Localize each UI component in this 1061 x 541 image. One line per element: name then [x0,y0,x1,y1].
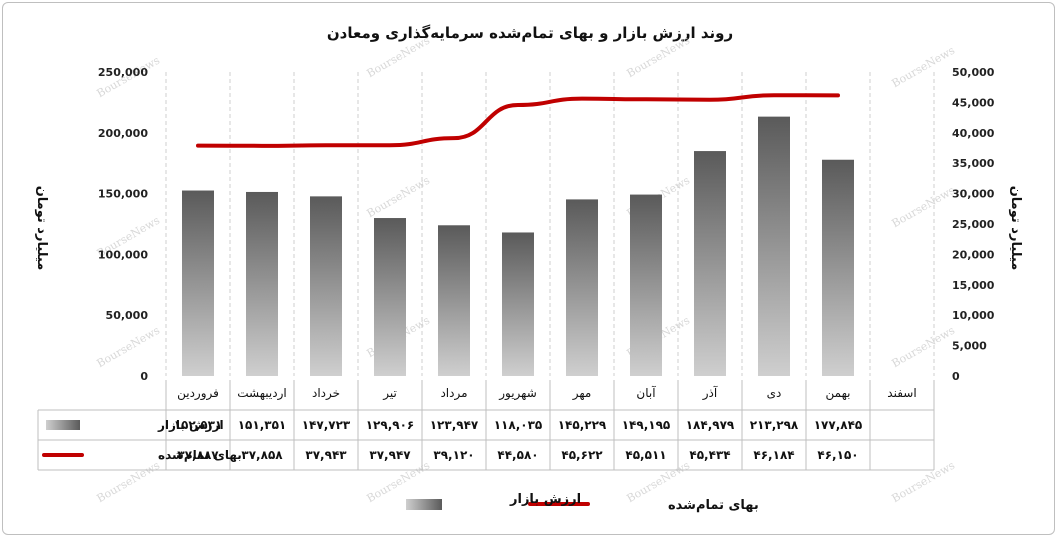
table-cell: ۴۶,۱۸۴ [753,448,794,462]
table-cell: ۱۴۹,۱۹۵ [622,418,671,432]
table-cell: ۴۵,۴۳۴ [689,448,730,462]
bar-0 [182,190,214,376]
watermark-text: BourseNews [890,44,958,91]
table-cell: ۲۱۳,۲۹۸ [750,418,799,432]
bar-7 [630,194,662,376]
y-left-tick: 250,000 [98,66,148,79]
watermark-text: BourseNews [95,324,163,371]
table-swatch-market [46,420,80,430]
y-right-tick: 10,000 [952,309,995,322]
y-right-tick: 50,000 [952,66,995,79]
y-right-tick: 25,000 [952,218,995,231]
table-cell: ۱۸۴,۹۷۹ [686,418,735,432]
legend-swatch-market [406,499,442,510]
table-cell: ۴۴,۵۸۰ [497,448,538,462]
category-label: مهر [572,386,592,401]
category-label: آذر [702,385,718,401]
bar-9 [758,116,790,376]
y-right-tick: 45,000 [952,96,995,109]
table-cell: ۱۷۷,۸۴۵ [814,418,863,432]
bar-8 [694,151,726,376]
category-label: خرداد [312,386,340,401]
bar-6 [566,199,598,376]
y-left-tick: 0 [140,370,148,383]
table-cell: ۱۲۹,۹۰۶ [366,418,415,432]
table-cell: ۱۱۸,۰۳۵ [494,418,543,432]
watermark-text: BourseNews [890,184,958,231]
table-cell: ۴۶,۱۵۰ [817,448,858,462]
x-axis-categories: فروردین اردیبهشت خرداد تیر مرداد شهریور مهر آبا… [177,385,917,401]
y-right-tick: 20,000 [952,248,995,261]
bar-1 [246,191,278,376]
watermark-text: BourseNews [890,324,958,371]
table-cell: ۳۷,۸۸۷ [177,448,219,462]
table-cell: ۴۵,۵۱۱ [625,448,666,462]
watermark-text: BourseNews [890,459,958,506]
legend: بهای تمام‌شده ارزش بازار [406,492,759,513]
category-label: بهمن [826,386,851,401]
line-series [196,93,840,148]
bar-4 [438,225,470,376]
y-right-tick: 35,000 [952,157,995,170]
table-cell: ۳۷,۹۴۳ [305,448,347,462]
y-right-tick: 30,000 [952,188,995,201]
y-axis-left: 0 50,000 100,000 150,000 200,000 250,000 [98,66,148,383]
y-right-tick: 15,000 [952,279,995,292]
category-label: شهریور [498,386,537,401]
category-label: فروردین [177,386,219,401]
grid-lines [165,72,935,376]
bar-3 [374,218,406,376]
table-cell: ۱۴۵,۲۲۹ [558,418,607,432]
table-cell: ۳۹,۱۲۰ [433,448,474,462]
data-table: ارزش بازار بهای تمام‌شده ۱۵۲,۵۳۱ ۱۵۱,۳۵۱ ۱۴۷… [37,380,935,471]
y-left-tick: 200,000 [98,127,148,140]
bar-5 [502,232,534,376]
y-left-tick: 150,000 [98,188,148,201]
y-left-tick: 50,000 [106,309,149,322]
y-axis-left-label: میلیارد تومان [34,186,49,271]
table-cell: ۳۷,۹۴۷ [369,448,411,462]
bar-series [182,116,854,376]
bar-2 [310,196,342,376]
table-cell: ۱۵۲,۵۳۱ [174,418,223,432]
y-axis-right-label: میلیارد تومان [1008,186,1023,271]
chart-frame [2,2,1055,535]
category-label: تیر [382,386,397,401]
y-left-tick: 100,000 [98,248,148,261]
table-cell: ۱۲۳,۹۴۷ [430,418,479,432]
category-label: اسفند [887,386,916,400]
category-label: دی [767,386,782,400]
legend-label-market: ارزش بازار [509,492,581,507]
table-row-label: ارزش بازار [157,418,224,432]
category-label: اردیبهشت [237,386,286,401]
table-cell: ۴۵,۶۲۲ [561,448,603,462]
chart-title: روند ارزش بازار و بهای تمام‌شده سرمایه‌گ… [327,24,733,42]
watermark-text: BourseNews [95,459,163,506]
y-right-tick: 0 [952,370,960,383]
table-cell: ۱۵۱,۳۵۱ [238,418,287,432]
table-row-label: بهای تمام‌شده [158,448,242,463]
y-axis-right: 0 5,000 10,000 15,000 20,000 25,000 30,000 35,0… [952,66,995,383]
table-cell: ۳۷,۸۵۸ [241,448,283,462]
table-cell: ۱۴۷,۷۲۳ [302,418,351,432]
legend-label-cost: بهای تمام‌شده [668,498,759,513]
y-right-tick: 5,000 [952,340,987,353]
y-right-tick: 40,000 [952,127,995,140]
category-label: آبان [636,385,656,400]
category-label: مرداد [440,386,467,401]
bar-10 [822,159,854,376]
